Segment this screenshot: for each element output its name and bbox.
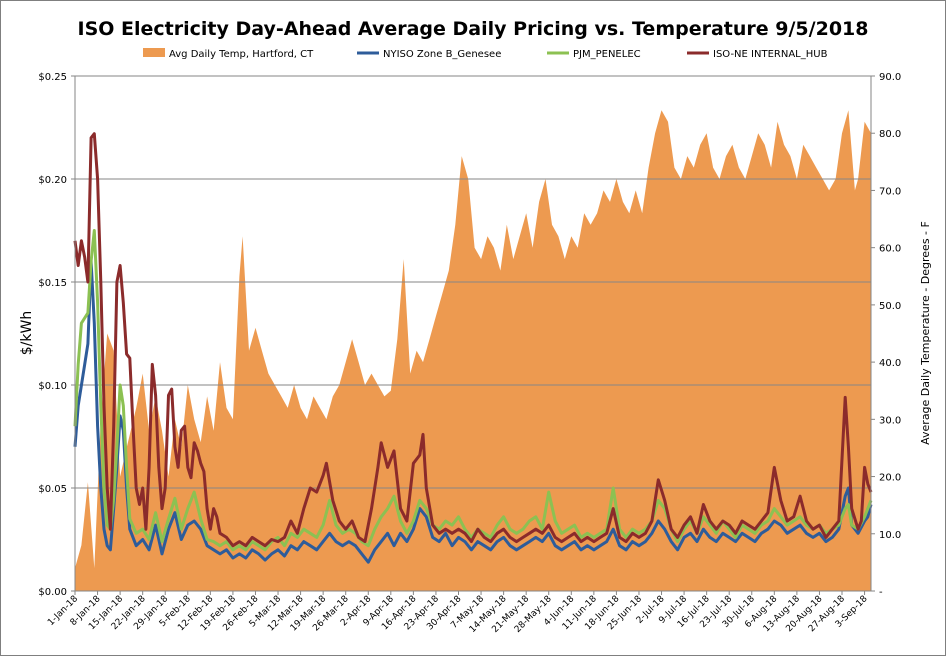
y-left-tick-label: $0.25 <box>38 72 67 83</box>
y-right-tick-label: 80.0 <box>879 129 901 140</box>
y-right-tick-label: 10.0 <box>879 530 901 541</box>
y-left-tick-label: $0.20 <box>38 175 67 186</box>
legend-label: PJM_PENELEC <box>573 49 641 60</box>
series-area-temperature <box>75 110 871 592</box>
chart-title: ISO Electricity Day-Ahead Average Daily … <box>78 18 869 40</box>
y-right-tick-label: 40.0 <box>879 358 901 369</box>
series-line-isone <box>73 132 873 548</box>
y-left-tick-label: $0.05 <box>38 484 67 495</box>
y-right-tick-label: 60.0 <box>879 244 901 255</box>
y-left-tick-label: $0.10 <box>38 381 67 392</box>
y-right-tick-label: 50.0 <box>879 301 901 312</box>
y-left-tick-label: $0.00 <box>38 587 67 598</box>
legend-label: ISO-NE INTERNAL_HUB <box>713 49 828 60</box>
y-right-tick-label: - <box>879 587 883 598</box>
y-axis-right-title: Average Daily Temperature - Degrees - F <box>919 221 932 445</box>
y-right-tick-label: 70.0 <box>879 186 901 197</box>
legend-label: NYISO Zone B_Genesee <box>383 49 501 60</box>
y-right-tick-label: 30.0 <box>879 415 901 426</box>
price-lines-layer <box>73 132 873 564</box>
series-line-pjm <box>73 229 873 552</box>
y-axis-left-title: $/kWh <box>19 311 35 355</box>
legend: Avg Daily Temp, Hartford, CT NYISO Zone B… <box>143 48 828 60</box>
y-right-tick-label: 20.0 <box>879 473 901 484</box>
legend-swatch-temperature <box>143 48 165 57</box>
gridlines <box>75 75 871 592</box>
y-right-tick-label: 90.0 <box>879 72 901 83</box>
temperature-area-layer <box>75 110 871 592</box>
series-line-nyiso <box>73 259 873 564</box>
legend-label: Avg Daily Temp, Hartford, CT <box>169 49 314 60</box>
y-left-tick-label: $0.15 <box>38 278 67 289</box>
